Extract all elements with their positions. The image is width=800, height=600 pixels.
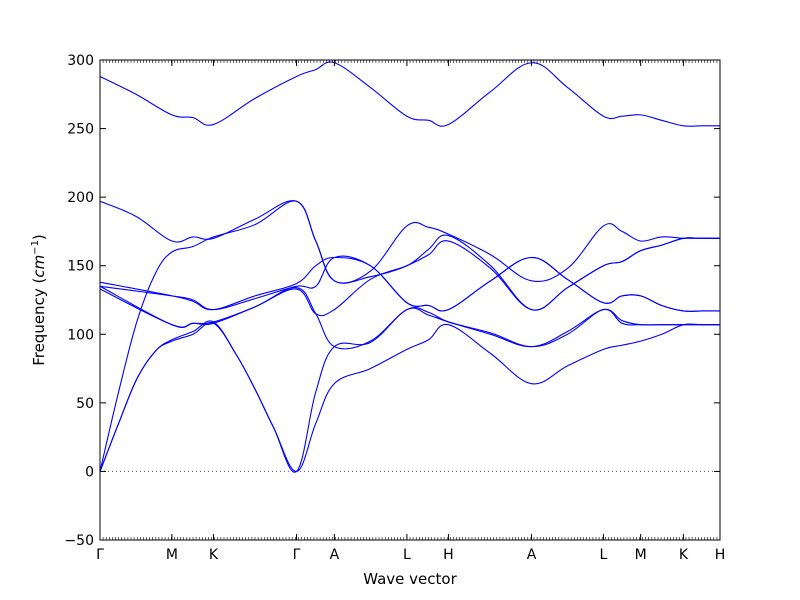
x-tick-label: L xyxy=(403,547,411,563)
y-tick-label: 300 xyxy=(67,53,94,69)
plot-area xyxy=(99,61,720,473)
y-tick-label: 100 xyxy=(67,327,94,343)
y-axis-label-exponent: −1 xyxy=(30,240,41,255)
y-axis-label-unit: cm xyxy=(30,255,48,278)
y-axis-label-prefix: Frequency ( xyxy=(30,278,48,366)
axes: −50 0 50 100 150 200 250 300 Γ M K Γ A L H A L M K H xyxy=(64,53,725,563)
x-axis-label: Wave vector xyxy=(363,570,457,588)
phonon-branch-2 xyxy=(99,200,720,284)
x-tick-label: L xyxy=(600,547,608,563)
phonon-branch-9 xyxy=(99,307,720,473)
x-tick-label: M xyxy=(635,547,647,563)
x-tick-label: Γ xyxy=(293,547,301,563)
x-tick-label: H xyxy=(443,547,454,563)
y-tick-label: 200 xyxy=(67,190,94,206)
y-axis-label-suffix: ) xyxy=(30,234,48,240)
phonon-branch-7 xyxy=(99,237,720,328)
phonon-branch-1 xyxy=(99,61,720,127)
y-axis-label: Frequency (cm−1) xyxy=(30,234,48,366)
y-tick-label: 150 xyxy=(67,259,94,275)
x-tick-label: M xyxy=(166,547,178,563)
x-tick-label: K xyxy=(679,547,689,563)
y-tick-label: 250 xyxy=(67,122,94,138)
phonon-branch-8 xyxy=(99,322,720,472)
y-tick-label: −50 xyxy=(64,533,94,549)
phonon-branch-5 xyxy=(99,255,720,312)
x-tick-label: K xyxy=(209,547,219,563)
phonon-branch-4 xyxy=(99,256,720,312)
phonon-branch-3 xyxy=(99,200,720,472)
x-tick-label: H xyxy=(715,547,726,563)
x-tick-label: A xyxy=(330,547,340,563)
x-tick-label: Γ xyxy=(96,547,104,563)
x-tick-label: A xyxy=(527,547,537,563)
y-tick-label: 50 xyxy=(76,396,94,412)
y-tick-label: 0 xyxy=(85,464,94,480)
